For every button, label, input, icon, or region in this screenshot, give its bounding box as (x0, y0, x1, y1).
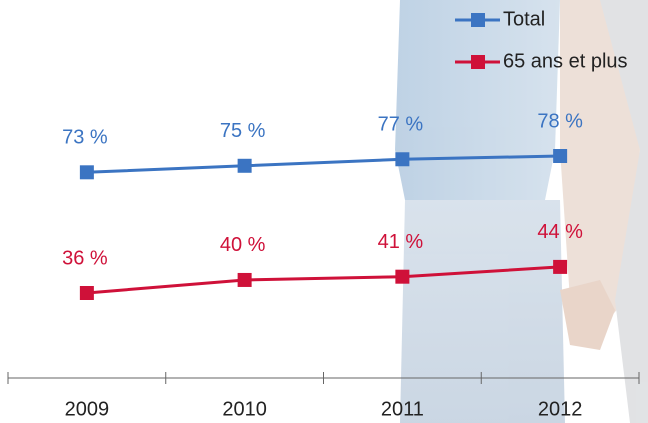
data-label: 78 % (537, 110, 583, 132)
legend-label: 65 ans et plus (503, 50, 628, 72)
point-marker (79, 165, 94, 180)
data-label: 73 % (62, 127, 108, 149)
series-line (86, 265, 561, 295)
legend-label: Total (503, 8, 545, 30)
x-tick-label: 2011 (381, 398, 424, 420)
point-marker (237, 272, 252, 287)
point-marker (553, 259, 568, 274)
data-label: 77 % (378, 114, 424, 136)
legend-marker (471, 13, 485, 27)
x-tick-label: 2009 (65, 398, 110, 420)
legend-marker (471, 55, 485, 69)
point-marker (237, 158, 252, 173)
background-photo (395, 0, 648, 423)
series-line (86, 154, 561, 174)
data-label: 44 % (537, 221, 583, 243)
point-marker (395, 152, 410, 167)
data-label: 75 % (220, 120, 266, 142)
data-label: 36 % (62, 247, 108, 269)
x-tick-label: 2012 (538, 398, 583, 420)
data-label: 41 % (378, 231, 424, 253)
point-marker (395, 269, 410, 284)
x-tick-label: 2010 (222, 398, 267, 420)
point-marker (79, 286, 94, 300)
data-label: 40 % (220, 234, 266, 256)
point-marker (553, 149, 568, 163)
